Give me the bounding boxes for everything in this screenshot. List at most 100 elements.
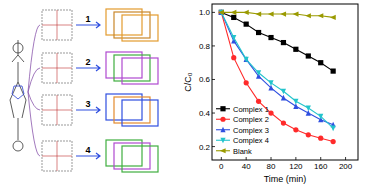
series-line	[221, 12, 333, 17]
data-point	[293, 11, 299, 16]
series-line	[221, 12, 333, 141]
x-tick	[271, 157, 272, 160]
x-tick	[345, 157, 346, 160]
data-point	[255, 11, 261, 16]
ring	[12, 86, 24, 99]
data-point	[318, 136, 323, 141]
y-tick-label: 1.0	[199, 8, 211, 17]
data-point	[293, 127, 298, 132]
framework	[114, 12, 150, 38]
framework	[114, 55, 150, 81]
x-tick	[295, 157, 296, 160]
data-point	[318, 114, 323, 120]
x-tick	[246, 157, 247, 160]
legend-marker	[220, 148, 226, 153]
series-line	[221, 12, 333, 128]
framework	[106, 9, 142, 35]
framework	[106, 140, 142, 166]
series-line	[221, 12, 333, 71]
legend-marker	[220, 106, 225, 111]
links	[42, 141, 72, 171]
y-tick	[212, 113, 215, 114]
links	[42, 95, 72, 125]
x-tick	[320, 157, 321, 160]
plot-frame	[212, 4, 358, 160]
data-point	[318, 60, 323, 65]
data-point	[331, 68, 336, 73]
legend-label: Complex 4	[233, 136, 269, 145]
data-point	[244, 57, 249, 63]
data-point	[256, 30, 261, 35]
data-point	[219, 10, 224, 16]
links	[42, 53, 72, 83]
legend-marker	[220, 127, 225, 133]
data-point	[330, 15, 336, 20]
ring	[13, 43, 23, 53]
complex-number: 1	[85, 14, 90, 24]
y-tick-label: 0.6	[199, 75, 211, 84]
data-point	[331, 126, 336, 132]
data-point	[306, 132, 311, 137]
x-tick-label: 0	[219, 162, 224, 171]
ring	[13, 141, 23, 151]
y-tick-label: 0.2	[199, 143, 211, 152]
y-tick	[212, 146, 215, 147]
node-net	[42, 95, 72, 125]
data-point	[219, 9, 224, 15]
x-tick-label: 160	[314, 162, 328, 171]
y-tick	[212, 12, 215, 13]
branch	[28, 92, 40, 156]
x-tick-label: 40	[242, 162, 251, 171]
data-point	[281, 120, 286, 125]
data-point	[305, 13, 311, 18]
complex-number: 2	[85, 57, 90, 67]
legend-label: Complex 2	[233, 115, 269, 124]
plot-area	[218, 9, 336, 144]
links	[42, 10, 72, 40]
legend-marker	[220, 138, 225, 144]
data-point	[243, 10, 249, 15]
data-point	[231, 35, 236, 41]
legend-marker	[220, 117, 225, 122]
data-point	[231, 15, 236, 20]
node-net	[42, 10, 72, 40]
ligand	[10, 40, 26, 140]
data-point	[268, 11, 274, 16]
data-point	[281, 95, 286, 101]
legend: Complex 1Complex 2Complex 3Complex 4Blan…	[216, 105, 269, 156]
data-point	[244, 80, 249, 85]
data-point	[293, 99, 298, 105]
data-point	[306, 53, 311, 58]
framework	[114, 143, 150, 169]
framework	[122, 100, 158, 126]
data-point	[256, 70, 261, 76]
legend-label: Blank	[233, 147, 252, 156]
framework	[122, 15, 158, 41]
data-point	[318, 13, 324, 18]
framework	[122, 146, 158, 172]
data-point	[256, 99, 261, 104]
data-point	[306, 105, 311, 111]
structure-diagram: 1234	[10, 9, 158, 172]
data-point	[219, 10, 224, 15]
framework	[114, 97, 150, 123]
data-point	[268, 80, 273, 86]
node-net	[42, 53, 72, 83]
data-point	[268, 35, 273, 40]
data-point	[218, 10, 224, 15]
data-point	[219, 10, 224, 15]
data-point	[293, 47, 298, 52]
data-point	[281, 40, 286, 45]
y-axis-label: C/C₀	[183, 72, 193, 91]
y-tick-label: 0.4	[199, 109, 211, 118]
x-tick-label: 80	[267, 162, 276, 171]
complex-number: 4	[85, 145, 90, 155]
framework	[106, 94, 142, 120]
y-tick-label: 0.8	[199, 42, 211, 51]
framework	[106, 52, 142, 78]
legend-label: Complex 1	[233, 105, 269, 114]
x-tick-label: 120	[289, 162, 303, 171]
node-net	[42, 141, 72, 171]
data-point	[231, 10, 237, 15]
y-tick	[212, 79, 215, 80]
